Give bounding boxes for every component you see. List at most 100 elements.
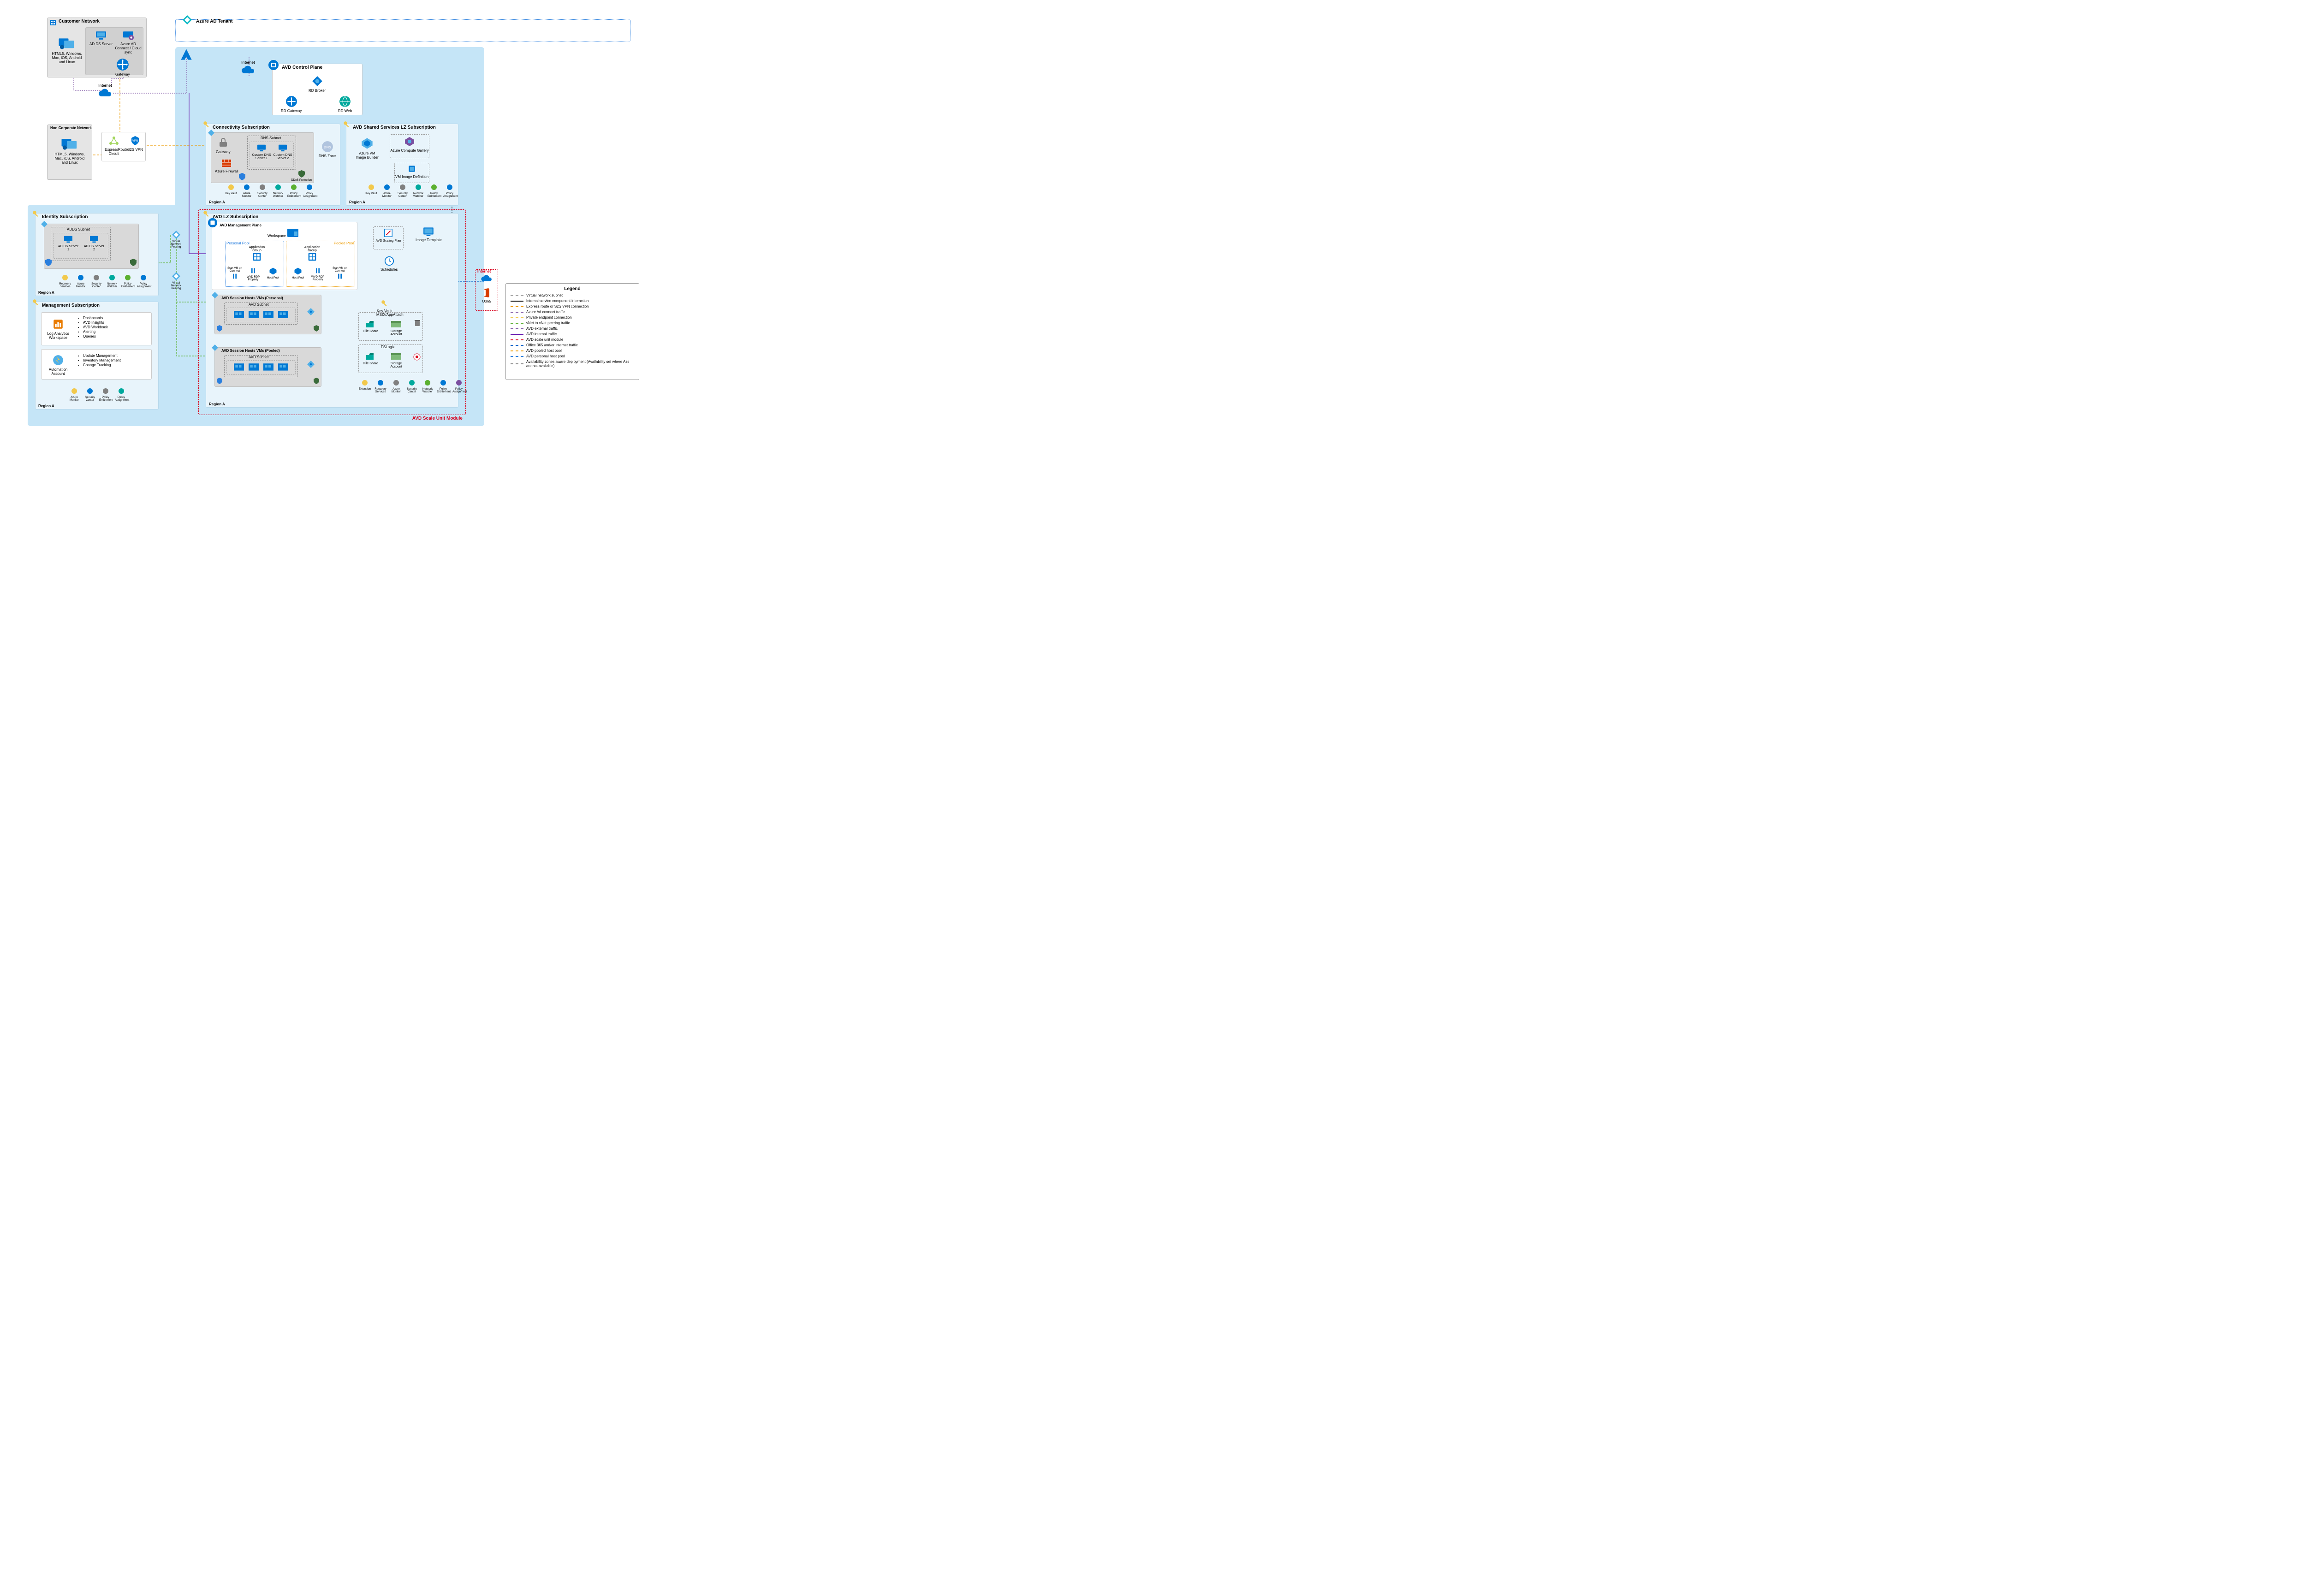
management-subscription: Management Subscription Log Analytics Wo…: [35, 302, 159, 409]
mgmt-sub-label: Management Subscription: [42, 303, 100, 308]
vnet-icon: [212, 344, 218, 352]
expressroute-node: ExpressRoute Circuit: [105, 135, 123, 156]
conn-service-icons: Key VaultAzure MonitorSecurity CenterNet…: [225, 184, 316, 198]
pooled-pool: Pooled Pool Application Group Host Pool …: [286, 241, 355, 287]
shared-sub-label: AVD Shared Services LZ Subscription: [353, 125, 436, 130]
shield-icon: [217, 325, 222, 333]
ddos-icon: [314, 378, 319, 386]
start-vm-l: Start VM on Connect: [226, 267, 243, 281]
shield-icon: [217, 378, 222, 386]
dns2-node: Custom DNS Server 2: [273, 144, 292, 160]
adds-subnet: ADDS Subnet AD DS Server 1 AD DS Server …: [51, 227, 111, 261]
pooled-vms: [226, 360, 296, 375]
automation-node: Automation Account: [45, 354, 71, 376]
log-analytics-node: Log Analytics Workspace: [45, 318, 71, 340]
adds-az-box: AD DS Server 1 AD DS Server 2: [53, 233, 108, 259]
vnet-icon: [212, 292, 218, 300]
dns-zone-node: DNS DNS Zone: [319, 141, 336, 158]
session-personal-label: AVD Session Hosts VMs (Personal): [221, 296, 283, 300]
shield-icon: [239, 173, 245, 182]
shared-services-subscription: AVD Shared Services LZ Subscription Azur…: [346, 124, 458, 206]
wvd-rdp-r: WVD RDP Property: [309, 267, 326, 281]
adds-subnet-label: ADDS Subnet: [67, 227, 90, 231]
avd-lz-subscription: AVD LZ Subscription AVD Management Plane…: [206, 213, 458, 408]
connectivity-vnet: Gateway Azure Firewall DNS Subnet Custom…: [211, 132, 314, 183]
customer-clients-node: HTML5, Windows, Mac, iOS, Android and Li…: [50, 37, 83, 64]
avd-badge-icon: [208, 218, 218, 229]
app-group-l: Application Group: [246, 246, 268, 263]
trash-icon: [414, 319, 421, 328]
lz-region-label: Region A: [209, 402, 225, 406]
avd-subnet-personal: AVD Subnet: [224, 303, 298, 325]
keyvault-node: Key Vault: [377, 299, 392, 313]
legend-rows: Virtual network subnetInternal service c…: [511, 293, 634, 368]
ddos-icon: [314, 325, 319, 333]
shared-region-label: Region A: [349, 200, 365, 204]
dns-subnet-label: DNS Subnet: [261, 136, 281, 140]
s2s-vpn-node: VPN S2S VPN: [126, 135, 144, 152]
host-pool-r: Host Pool: [289, 267, 307, 279]
conn-gateway-node: Gateway: [216, 137, 231, 154]
key-icon: [32, 298, 40, 308]
rd-gateway-node: RD Gateway: [281, 95, 302, 113]
cloud-icon: [240, 65, 256, 76]
avd-subnet-p-label: AVD Subnet: [249, 303, 268, 307]
schedules-node: Schedules: [380, 256, 398, 272]
mgmt-plane-label: AVD Management Plane: [220, 223, 262, 227]
adds-server-node: AD DS Server: [89, 30, 113, 46]
session-pooled-label: AVD Session Hosts VMs (Pooled): [221, 349, 280, 353]
key-icon: [202, 120, 211, 130]
building-icon: [49, 19, 57, 28]
aad-tenant-region: Azure AD Tenant: [175, 19, 631, 42]
mgmt-bullets2: Update ManagementInventory ManagementCha…: [83, 353, 121, 368]
gateway-onprem-node: Gateway: [115, 58, 130, 77]
wvd-rdp-l: WVD RDP Property: [245, 267, 262, 281]
fslogix-label: FSLogix: [381, 345, 394, 349]
control-plane-label: AVD Control Plane: [282, 65, 322, 70]
vnet-icon: [208, 130, 214, 137]
log-analytics-box: Log Analytics Workspace DashboardsAVD In…: [41, 312, 152, 345]
vm-image-builder-node: Azure VM Image Builder: [355, 137, 380, 160]
avd-subnet-pooled: AVD Subnet: [224, 355, 298, 377]
session-pooled-vnet: AVD Session Hosts VMs (Pooled) AVD Subne…: [214, 347, 321, 387]
fslogix-box: FSLogix File Share Storage Account: [358, 344, 423, 373]
azure-logo-icon: [180, 48, 193, 62]
noncorp-network-box: Non Corporate Network HTML5, Windows, Ma…: [47, 125, 92, 180]
image-template-node: Image Template: [416, 226, 442, 242]
pooled-pool-label: Pooled Pool: [334, 241, 354, 245]
endpoint-icon: [307, 308, 315, 317]
host-pool-l: Host Pool: [264, 267, 282, 279]
vm-image-def-node: VM Image Definition: [394, 163, 429, 183]
architecture-canvas: Azure AD Tenant Customer Network AD DS S…: [5, 5, 669, 438]
connectivity-subscription: Connectivity Subscription Gateway Azure …: [206, 124, 340, 206]
dns-subnet: DNS Subnet Custom DNS Server 1 Custom DN…: [247, 136, 296, 170]
internet-top-node: Internet: [97, 83, 113, 101]
er-s2s-box: ExpressRoute Circuit VPN S2S VPN: [101, 132, 146, 161]
cloud-icon: [97, 88, 113, 99]
customer-network-box: Customer Network AD DS Server Azure AD C…: [47, 18, 147, 77]
personal-pool: Personal Pool Application Group Start VM…: [225, 241, 284, 287]
aad-connect-node: Azure AD Connect / Cloud sync: [114, 30, 142, 54]
mgmt-service-icons: Azure MonitorSecurity CenterPolicy Entit…: [68, 387, 128, 402]
avd-control-plane-box: AVD Control Plane RD Broker RD Gateway R…: [272, 64, 363, 115]
identity-subscription: Identity Subscription ADDS Subnet AD DS …: [35, 213, 159, 296]
rd-broker-node: RD Broker: [309, 75, 326, 93]
storage1: Storage Account: [385, 320, 408, 336]
vnet-peering1-node: Virtual Network Peering: [167, 231, 185, 249]
msix-box: MSIX/AppAttach File Share Storage Accoun…: [358, 312, 423, 341]
shared-service-icons: Key VaultAzure MonitorSecurity CenterNet…: [365, 184, 456, 198]
ddos-icon: [130, 259, 137, 267]
identity-vnet: ADDS Subnet AD DS Server 1 AD DS Server …: [44, 224, 139, 269]
personal-vms: [226, 308, 296, 322]
file-share2: File Share: [361, 352, 381, 365]
scaling-plan-node: AVD Scaling Plan: [373, 226, 404, 249]
app-group-r: Application Group: [301, 246, 323, 263]
internet-mid-node: Internet: [240, 60, 256, 77]
adds1-node: AD DS Server 1: [57, 235, 79, 251]
identity-region-label: Region A: [38, 291, 54, 295]
shield-icon: [45, 259, 52, 267]
lz-service-icons: ExtensionRecovery ServicesAzure MonitorS…: [358, 379, 465, 393]
aad-tenant-label: Azure AD Tenant: [196, 19, 232, 24]
azure-firewall-node: Azure Firewall: [215, 159, 238, 173]
noncorp-label: Non Corporate Network: [50, 126, 92, 130]
